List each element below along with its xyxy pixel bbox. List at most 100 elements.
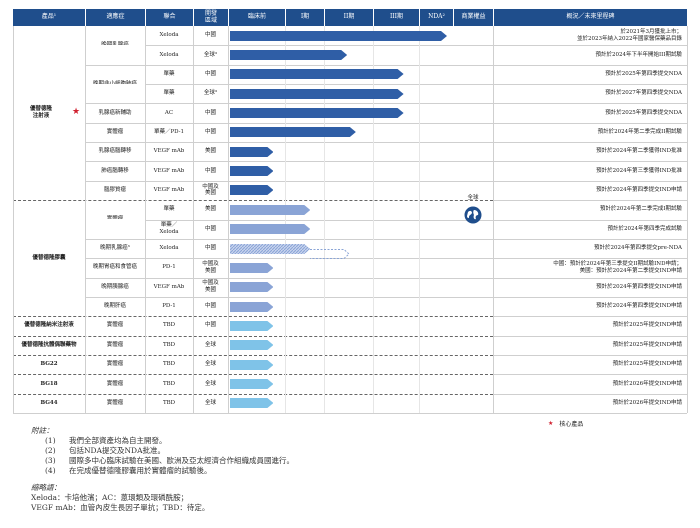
combo-cell: 單藥／PD-1 <box>153 128 185 135</box>
group-divider <box>13 393 493 395</box>
status-cell: 預計於2024年第四季完成試驗 <box>607 225 683 232</box>
span-cover <box>86 44 145 47</box>
status-cell: 預計於2024年第三季獲得IND批准 <box>596 167 682 174</box>
region-cell: 全球 <box>204 361 216 368</box>
row-divider <box>145 84 687 86</box>
note-3: (3) 國際多中心臨床試驗在美國、歐洲及亞太經濟合作組織成員國進行。 <box>31 456 294 466</box>
combo-cell: 單藥 <box>163 70 175 77</box>
row-divider <box>145 277 687 279</box>
indication-cell: 晚期胰腺癌 <box>101 283 129 290</box>
product-name: 優替德隆抗體偶聯藥物 <box>21 341 77 348</box>
phase-divider <box>373 26 374 413</box>
header-cell: 概況／未來里程碑 <box>494 9 687 26</box>
combo-cell: Xeloda <box>159 51 179 58</box>
status-cell: 預計於2025年提交IND申請 <box>612 322 682 329</box>
product-name: 優替德隆納米注射液 <box>24 322 74 329</box>
combo-cell: TBD <box>162 380 176 387</box>
combo-cell: VEGF mAb <box>153 167 185 174</box>
indication-cell: 實體瘤 <box>106 128 124 135</box>
region-cell: 中國 <box>204 70 216 77</box>
progress-bar <box>230 30 447 41</box>
note-num: (1) <box>45 436 56 445</box>
progress-bar <box>230 340 274 351</box>
row-divider <box>145 142 687 144</box>
star-icon: ★ <box>548 420 554 427</box>
product-name: BG44 <box>40 399 58 406</box>
region-cell: 中國 <box>204 303 216 310</box>
note-num: (3) <box>45 456 56 465</box>
indication-cell: 實體瘤 <box>106 322 124 329</box>
region-cell: 中國及 美國 <box>202 280 219 294</box>
note-text: 在完成優替德隆膠囊用於實體瘤的試驗後。 <box>69 466 212 475</box>
progress-bar <box>230 282 274 293</box>
header-cell: 開發 區域 <box>194 9 228 26</box>
group-divider <box>13 316 493 318</box>
indication-divider <box>85 161 145 163</box>
region-cell: 中國 <box>204 167 216 174</box>
note-1: (1) 我們全部資產均為自主開發。 <box>31 436 294 446</box>
note-2: (2) 包括NDA提交及NDA批准。 <box>31 446 294 456</box>
combo-cell: 單藥 <box>163 90 175 97</box>
combo-cell: AC <box>164 109 174 116</box>
combo-cell: PD-1 <box>162 303 176 310</box>
combo-cell: VEGF mAb <box>153 148 185 155</box>
status-cell: 預計於2024年下半年開始III期試驗 <box>595 51 682 58</box>
combo-cell: PD-1 <box>162 264 176 271</box>
progress-bar <box>230 185 274 196</box>
combo-cell: VEGF mAb <box>153 187 185 194</box>
global-rights-label: 全球 <box>467 195 479 202</box>
progress-bar <box>230 204 311 215</box>
status-cell: 預計於2025年提交IND申請 <box>612 341 682 348</box>
region-cell: 中國 <box>204 109 216 116</box>
note-text: 國際多中心臨床試驗在美國、歐洲及亞太經濟合作組織成員國進行。 <box>69 456 294 465</box>
span-cover <box>86 83 145 86</box>
row-divider <box>145 45 687 47</box>
group-divider <box>13 374 493 376</box>
legend-label: 核心產品 <box>559 421 584 428</box>
group-divider <box>13 354 493 356</box>
star-icon: ★ <box>71 107 81 118</box>
combo-cell: Xeloda <box>159 245 179 252</box>
header-cell: 產品¹ <box>13 9 85 26</box>
combo-cell: 單藥／ Xeloda <box>159 222 179 236</box>
status-cell: 預計於2026年提交IND申請 <box>612 380 682 387</box>
progress-bar-extension <box>310 244 351 263</box>
phase-divider <box>419 26 420 413</box>
progress-bar <box>230 301 274 312</box>
indication-divider <box>85 296 145 298</box>
status-cell: 預計於2025年提交IND申請 <box>612 361 682 368</box>
product-name: BG18 <box>40 380 58 387</box>
region-cell: 中國及 美國 <box>202 260 219 274</box>
status-cell: 預計於2024年第四季提交pre-NDA <box>594 245 682 252</box>
abbr-line: VEGF mAb：血管內皮生長因子單抗；TBD：待定。 <box>31 503 210 512</box>
span-cover <box>86 219 145 221</box>
combo-cell: VEGF mAb <box>153 283 185 290</box>
status-cell: 中國：預計於2024年第三季提交II期試驗IND申請； 美國：預計於2024年第… <box>553 260 682 274</box>
row-divider <box>493 393 687 395</box>
indication-divider <box>85 122 145 124</box>
progress-bar <box>230 378 274 389</box>
status-cell: 預計於2024年第四季提交IND申請 <box>596 303 682 310</box>
footnotes: 附註： (1) 我們全部資產均為自主開發。 (2) 包括NDA提交及NDA批准。 (… <box>31 426 294 513</box>
progress-bar <box>230 359 274 370</box>
row-divider <box>145 103 687 105</box>
indication-cell: 實體瘤 <box>106 361 124 368</box>
pipeline-table: 產品¹ 適應症 聯合 開發 區域 臨床前 I期 II期 III期 NDA² 商業權益 概況／未來里程… <box>13 9 688 414</box>
progress-bar <box>230 69 404 80</box>
indication-cell: 乳腺癌新輔助 <box>98 109 132 116</box>
note-num: (4) <box>45 466 56 475</box>
progress-bar <box>230 243 311 254</box>
indication-cell: 晚期肝癌 <box>103 303 126 310</box>
indication-divider <box>85 258 145 260</box>
status-cell: 預計於2024年第二季獲得IND批准 <box>596 148 682 155</box>
status-cell: 預計於2025年第四季提交NDA <box>605 70 682 77</box>
row-divider <box>145 64 687 66</box>
indication-cell: 實體瘤 <box>106 399 124 406</box>
column-divider <box>228 26 229 413</box>
status-cell: 預計於2027年第四季提交NDA <box>605 90 682 97</box>
header-cell: 聯合 <box>146 9 193 26</box>
region-cell: 中國 <box>204 245 216 252</box>
row-divider <box>145 180 687 182</box>
group-divider <box>13 335 493 337</box>
progress-bar <box>230 166 274 177</box>
